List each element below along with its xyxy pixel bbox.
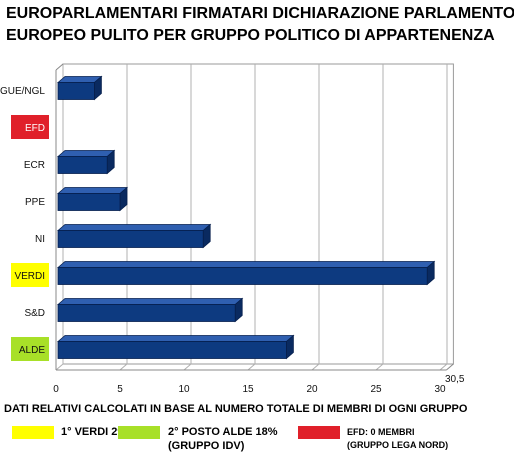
- chart-grid: [55, 63, 454, 371]
- bar-verdi: [56, 260, 436, 286]
- x-tick-label: 20: [306, 384, 318, 395]
- category-label: VERDI: [14, 271, 45, 282]
- category-label: NI: [35, 234, 45, 245]
- x-tick-label: 30: [434, 384, 446, 395]
- x-tick-label: 25: [370, 384, 382, 395]
- legend-swatch-efd: [298, 426, 340, 439]
- gridline-floor: [55, 363, 64, 371]
- bar-alde: [56, 334, 295, 360]
- category-label: PPE: [25, 197, 45, 208]
- bars: [56, 75, 436, 360]
- legend-label-verdi: 1° VERDI 29%: [61, 426, 134, 438]
- x-tick-label: 15: [242, 384, 254, 395]
- chart-note: DATI RELATIVI CALCOLATI IN BASE AL NUMER…: [4, 403, 468, 415]
- x-tick-label: 10: [178, 384, 190, 395]
- bar-front: [57, 304, 236, 322]
- bar-top: [56, 335, 295, 342]
- chart-title-line-2: EUROPEO PULITO PER GRUPPO POLITICO DI AP…: [6, 27, 495, 44]
- bar-ni: [56, 223, 212, 249]
- legend-label-alde: 2° POSTO ALDE 18%: [168, 426, 278, 438]
- bar-top: [56, 261, 436, 268]
- category-labels: GUE/NGL EFD ECR PPE NI VERDI S&D ALDE: [0, 86, 49, 361]
- bar-front: [57, 341, 287, 359]
- legend-sublabel-efd: (GRUPPO LEGA NORD): [347, 440, 449, 450]
- wall-edge: [55, 63, 64, 71]
- bar-chart: GUE/NGL EFD ECR PPE NI VERDI S&D ALDE 0 5 10 15 20 2…: [0, 63, 465, 395]
- bar-top: [56, 298, 244, 305]
- bar-front: [57, 82, 95, 100]
- bar-guengl: [56, 75, 103, 101]
- category-highlight-verdi: [11, 263, 49, 287]
- bar-sd: [56, 297, 244, 323]
- gridline-floor: [375, 363, 384, 371]
- chart-title-line-1: EUROPARLAMENTARI FIRMATARI DICHIARAZIONE…: [6, 5, 514, 22]
- category-label: ECR: [24, 160, 45, 171]
- bar-front: [57, 230, 204, 248]
- legend-sublabel-alde: (GRUPPO IDV): [168, 440, 245, 452]
- x-tick-label-extra: 30,5: [445, 374, 465, 385]
- bar-top: [56, 224, 212, 231]
- bar-front: [57, 193, 121, 211]
- bar-front: [57, 267, 428, 285]
- bar-ecr: [56, 149, 116, 175]
- category-highlight-efd: [11, 115, 49, 139]
- bar-ppe: [56, 186, 129, 212]
- category-highlight-alde: [11, 337, 49, 361]
- category-label: S&D: [24, 308, 45, 319]
- x-tick-label: 0: [53, 384, 59, 395]
- gridline-floor: [311, 363, 320, 371]
- bar-top: [56, 187, 129, 194]
- floor-edge: [446, 363, 454, 371]
- gridline-floor: [183, 363, 192, 371]
- legend-swatch-alde: [118, 426, 160, 439]
- x-tick-label: 5: [117, 384, 123, 395]
- category-label: ALDE: [19, 345, 45, 356]
- gridline-floor: [439, 363, 448, 371]
- legend-swatch-verdi: [12, 426, 54, 439]
- category-label: EFD: [25, 123, 45, 134]
- category-label: GUE/NGL: [0, 86, 45, 97]
- gridline-floor: [119, 363, 128, 371]
- bar-top: [56, 150, 116, 157]
- legend-label-efd: EFD: 0 MEMBRI: [347, 427, 415, 437]
- bar-front: [57, 156, 108, 174]
- gridline-floor: [247, 363, 256, 371]
